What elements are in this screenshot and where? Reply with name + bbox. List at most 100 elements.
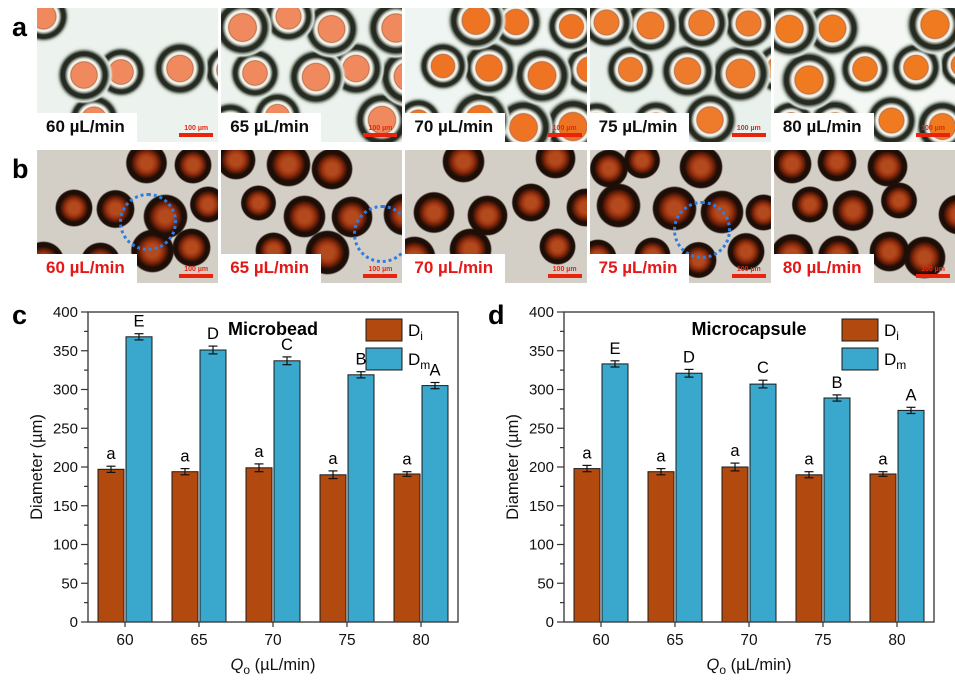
- microbead-droplet: [816, 150, 858, 183]
- scale-bar-line: [363, 274, 398, 278]
- bars-group: a a a a a E D C B A: [573, 340, 925, 623]
- y-tick-label: 0: [546, 614, 554, 631]
- significance-letter: a: [804, 451, 814, 469]
- scale-bar: 100 µm: [731, 266, 766, 278]
- micrograph-tile-b-60: 60 µL/min 100 µm: [37, 150, 219, 283]
- y-tick-label: 150: [529, 498, 554, 515]
- scale-bar-label: 100 µm: [921, 125, 945, 132]
- micrograph-tile-b-75: 75 µL/min 100 µm: [589, 150, 771, 283]
- core-shell-droplet: [150, 39, 209, 98]
- y-axis: 0 50 100 150 200 250 300 350 400: [529, 304, 564, 631]
- microbead-droplet: [240, 184, 277, 222]
- scale-bar: 100 µm: [916, 266, 951, 278]
- microbead-droplet: [744, 194, 771, 231]
- microbead-droplet: [903, 235, 947, 279]
- significance-letter: B: [355, 351, 366, 369]
- x-tick-label: 75: [814, 632, 831, 649]
- legend-label-Di: Di: [408, 321, 423, 343]
- Dm-bar: [897, 409, 925, 623]
- scale-bar-line: [731, 133, 766, 137]
- flow-rate-label: 70 µL/min: [405, 113, 506, 142]
- significance-letter: a: [878, 451, 888, 469]
- Dm-bar: [749, 383, 777, 623]
- scale-bar: 100 µm: [363, 266, 398, 278]
- panel-c-letter: c: [12, 300, 28, 330]
- significance-letter: A: [429, 362, 440, 380]
- scale-bar-label: 100 µm: [736, 125, 761, 132]
- microbead-droplet: [595, 183, 641, 229]
- Di-bar: [647, 471, 675, 623]
- microbead-droplet: [565, 187, 587, 228]
- significance-letter: a: [180, 448, 190, 466]
- microbead-droplet: [125, 150, 168, 184]
- microbead-droplet: [173, 150, 212, 185]
- micrograph-tile-a-60: 60 µL/min 100 µm: [37, 8, 219, 142]
- significance-letter: D: [683, 348, 695, 366]
- y-axis-label: Diameter (µm): [28, 414, 46, 520]
- microbead-droplet: [678, 150, 724, 190]
- microbead-chart-svg: a a a a a E D C B A 0 50 100 150 200 250 300 350 400 60 65 70…: [28, 304, 459, 677]
- y-tick-label: 50: [61, 575, 78, 592]
- flow-rate-label: 70 µL/min: [405, 254, 506, 283]
- flow-rate-label: 80 µL/min: [773, 113, 874, 142]
- significance-letter: a: [730, 442, 740, 460]
- scale-bar-label: 100 µm: [736, 266, 761, 273]
- legend-swatch-Di: [365, 318, 403, 342]
- Di-bar: [573, 468, 601, 623]
- core-shell-droplet: [709, 42, 771, 106]
- flow-rate-label: 65 µL/min: [221, 113, 321, 142]
- x-tick-label: 65: [190, 632, 207, 649]
- y-tick-label: 400: [529, 304, 554, 321]
- microbead-droplet: [831, 189, 874, 232]
- Di-bar: [171, 471, 199, 623]
- y-tick-label: 150: [53, 498, 78, 515]
- significance-letter: a: [106, 445, 116, 463]
- micrograph-tile-b-80: 80 µL/min 100 µm: [773, 150, 955, 283]
- core-shell-droplet: [658, 42, 717, 101]
- x-tick-label: 80: [888, 632, 906, 649]
- legend-swatch-Dm: [365, 347, 403, 371]
- scale-bar-label: 100 µm: [184, 125, 209, 132]
- micrograph-tile-b-70: 70 µL/min 100 µm: [405, 150, 587, 283]
- Dm-bar: [347, 374, 375, 623]
- chart-title: Microbead: [228, 319, 318, 339]
- microbead-droplet: [623, 150, 662, 180]
- Dm-bar: [421, 385, 449, 623]
- microbead-droplet: [539, 228, 576, 265]
- micrograph-tile-a-65: 65 µL/min 100 µm: [221, 8, 403, 142]
- flow-rate-label: 75 µL/min: [589, 254, 690, 283]
- panel-b-letter: b: [12, 154, 29, 184]
- scale-bar: 100 µm: [547, 125, 582, 137]
- legend-label-Di: Di: [884, 321, 899, 343]
- y-tick-label: 350: [53, 343, 78, 360]
- scale-bar-label: 100 µm: [184, 266, 209, 273]
- core-shell-droplet: [416, 39, 469, 92]
- microbead-droplet: [726, 232, 766, 271]
- panel-d-letter: d: [488, 300, 505, 330]
- Di-bar: [721, 466, 749, 623]
- Dm-bar: [199, 349, 227, 623]
- x-tick-label: 75: [338, 632, 355, 649]
- scale-bar: 100 µm: [731, 125, 766, 137]
- flow-rate-label: 80 µL/min: [773, 254, 874, 283]
- legend: Di Dm: [841, 318, 906, 372]
- y-tick-label: 400: [53, 304, 78, 321]
- core-shell-droplet: [54, 45, 113, 104]
- microbead-droplet: [511, 182, 551, 223]
- scale-bar-label: 100 µm: [368, 125, 393, 132]
- Di-bar: [869, 473, 897, 623]
- microbead-droplet: [442, 150, 486, 183]
- Di-bar: [795, 474, 823, 623]
- micrograph-tile-b-65: 65 µL/min 100 µm: [221, 150, 403, 283]
- significance-letter: a: [328, 450, 338, 468]
- highlight-dotted-circle: [672, 200, 731, 259]
- x-axis-label: Qo (µL/min): [707, 656, 792, 677]
- significance-letter: a: [402, 451, 412, 469]
- micrograph-tile-a-75: 75 µL/min 100 µm: [589, 8, 771, 142]
- microbead-droplet: [869, 231, 910, 272]
- microbead-droplet: [534, 150, 577, 180]
- x-axis-label: Qo (µL/min): [231, 656, 316, 677]
- Dm-bar: [675, 372, 703, 623]
- microcapsule-chart-panel: a a a a a E D C B A 0 50 100 150 200 250 300 350 400 60 65 70…: [502, 298, 944, 680]
